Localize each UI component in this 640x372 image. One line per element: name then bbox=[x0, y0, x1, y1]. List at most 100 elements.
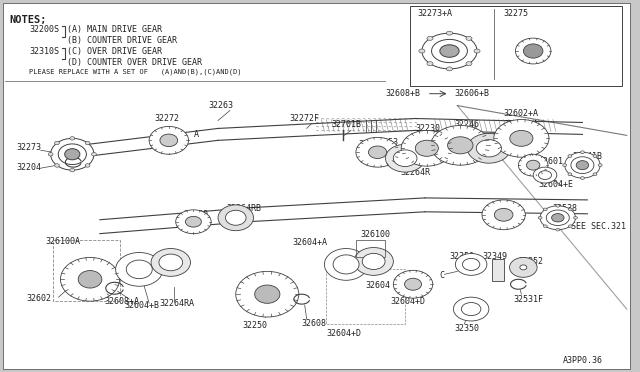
Text: 32604: 32604 bbox=[366, 281, 391, 290]
Ellipse shape bbox=[333, 255, 359, 274]
Text: 32608+A: 32608+A bbox=[105, 297, 140, 306]
Text: 32264RC: 32264RC bbox=[482, 134, 517, 142]
Text: 32350: 32350 bbox=[454, 324, 479, 333]
Text: 32264RB: 32264RB bbox=[226, 204, 261, 213]
Ellipse shape bbox=[440, 45, 459, 57]
Text: 32531F: 32531F bbox=[513, 295, 543, 304]
Ellipse shape bbox=[576, 161, 589, 170]
Text: C: C bbox=[440, 271, 445, 280]
Text: 326100: 326100 bbox=[361, 230, 391, 239]
Ellipse shape bbox=[556, 228, 560, 231]
Text: 32275: 32275 bbox=[504, 9, 529, 18]
Text: 32272: 32272 bbox=[154, 113, 179, 122]
Ellipse shape bbox=[533, 167, 557, 183]
Text: 32273: 32273 bbox=[16, 143, 41, 152]
Ellipse shape bbox=[236, 271, 299, 317]
Ellipse shape bbox=[356, 137, 399, 167]
Text: 32601: 32601 bbox=[538, 157, 563, 166]
Ellipse shape bbox=[54, 164, 60, 167]
Text: 32602+A: 32602+A bbox=[504, 121, 539, 129]
Ellipse shape bbox=[70, 137, 75, 140]
Text: 32264R: 32264R bbox=[400, 168, 430, 177]
Ellipse shape bbox=[543, 208, 547, 211]
Text: 32602+A: 32602+A bbox=[504, 109, 539, 118]
Ellipse shape bbox=[255, 285, 280, 303]
Ellipse shape bbox=[78, 270, 102, 288]
Text: 32352: 32352 bbox=[518, 257, 543, 266]
Text: A: A bbox=[193, 131, 198, 140]
Bar bbox=[326, 269, 405, 324]
Text: 32253: 32253 bbox=[374, 138, 399, 147]
Ellipse shape bbox=[456, 253, 487, 275]
Ellipse shape bbox=[538, 217, 542, 219]
Ellipse shape bbox=[474, 49, 480, 53]
Ellipse shape bbox=[369, 146, 387, 158]
Ellipse shape bbox=[463, 259, 480, 270]
Ellipse shape bbox=[447, 31, 452, 35]
Bar bbox=[356, 240, 385, 257]
Text: 32204: 32204 bbox=[16, 163, 41, 172]
Ellipse shape bbox=[324, 248, 368, 280]
Text: 32272F: 32272F bbox=[289, 113, 319, 122]
Ellipse shape bbox=[466, 36, 472, 40]
Ellipse shape bbox=[404, 278, 422, 290]
Ellipse shape bbox=[527, 160, 540, 170]
Ellipse shape bbox=[354, 247, 394, 275]
Text: 32200S: 32200S bbox=[29, 25, 59, 34]
Text: 32260: 32260 bbox=[184, 210, 209, 219]
Ellipse shape bbox=[568, 173, 572, 176]
Bar bbox=[492, 259, 504, 281]
Ellipse shape bbox=[453, 297, 489, 321]
Text: 32241: 32241 bbox=[359, 140, 384, 149]
Text: 32245: 32245 bbox=[498, 205, 523, 214]
Text: 32608: 32608 bbox=[301, 319, 327, 328]
Ellipse shape bbox=[568, 225, 572, 228]
Ellipse shape bbox=[467, 134, 511, 163]
Ellipse shape bbox=[563, 164, 566, 167]
Ellipse shape bbox=[593, 155, 597, 157]
Text: 32263: 32263 bbox=[208, 101, 233, 110]
Text: 32264RA: 32264RA bbox=[159, 299, 194, 308]
Ellipse shape bbox=[552, 214, 564, 222]
Ellipse shape bbox=[593, 173, 597, 176]
Text: PLEASE REPLACE WITH A SET OF   (A)AND(B),(C)AND(D): PLEASE REPLACE WITH A SET OF (A)AND(B),(… bbox=[29, 69, 241, 76]
Ellipse shape bbox=[431, 39, 467, 62]
Text: (D) COUNTER OVER DRIVE GEAR: (D) COUNTER OVER DRIVE GEAR bbox=[67, 58, 202, 67]
Text: 32349: 32349 bbox=[482, 251, 507, 260]
Text: 32350: 32350 bbox=[449, 251, 474, 260]
Ellipse shape bbox=[547, 210, 570, 225]
Ellipse shape bbox=[176, 210, 211, 234]
Ellipse shape bbox=[482, 200, 525, 230]
Ellipse shape bbox=[538, 171, 552, 179]
Ellipse shape bbox=[447, 137, 473, 154]
Ellipse shape bbox=[51, 138, 94, 170]
Ellipse shape bbox=[556, 205, 560, 207]
Ellipse shape bbox=[58, 144, 86, 164]
Text: 32604+B: 32604+B bbox=[125, 301, 159, 310]
Ellipse shape bbox=[427, 36, 433, 40]
Ellipse shape bbox=[126, 260, 152, 279]
Ellipse shape bbox=[494, 119, 549, 157]
Text: A3PP0.36: A3PP0.36 bbox=[563, 356, 603, 365]
Ellipse shape bbox=[160, 134, 178, 147]
Ellipse shape bbox=[218, 205, 253, 231]
Ellipse shape bbox=[186, 217, 202, 227]
Ellipse shape bbox=[568, 155, 572, 157]
Text: 32604+A: 32604+A bbox=[292, 238, 327, 247]
Ellipse shape bbox=[461, 302, 481, 315]
Text: 32246: 32246 bbox=[454, 121, 479, 129]
Ellipse shape bbox=[385, 144, 425, 172]
Ellipse shape bbox=[543, 225, 547, 228]
Text: (C) OVER DRIVE GEAR: (C) OVER DRIVE GEAR bbox=[67, 47, 163, 56]
Ellipse shape bbox=[447, 67, 452, 71]
Text: 32273+A: 32273+A bbox=[417, 9, 452, 18]
Ellipse shape bbox=[568, 208, 572, 211]
Text: 32250: 32250 bbox=[243, 321, 268, 330]
Ellipse shape bbox=[225, 210, 246, 225]
Bar bbox=[410, 6, 622, 86]
Ellipse shape bbox=[515, 38, 551, 64]
Text: 32241B: 32241B bbox=[573, 152, 603, 161]
Ellipse shape bbox=[564, 152, 600, 178]
Ellipse shape bbox=[48, 153, 53, 156]
Ellipse shape bbox=[394, 150, 417, 167]
